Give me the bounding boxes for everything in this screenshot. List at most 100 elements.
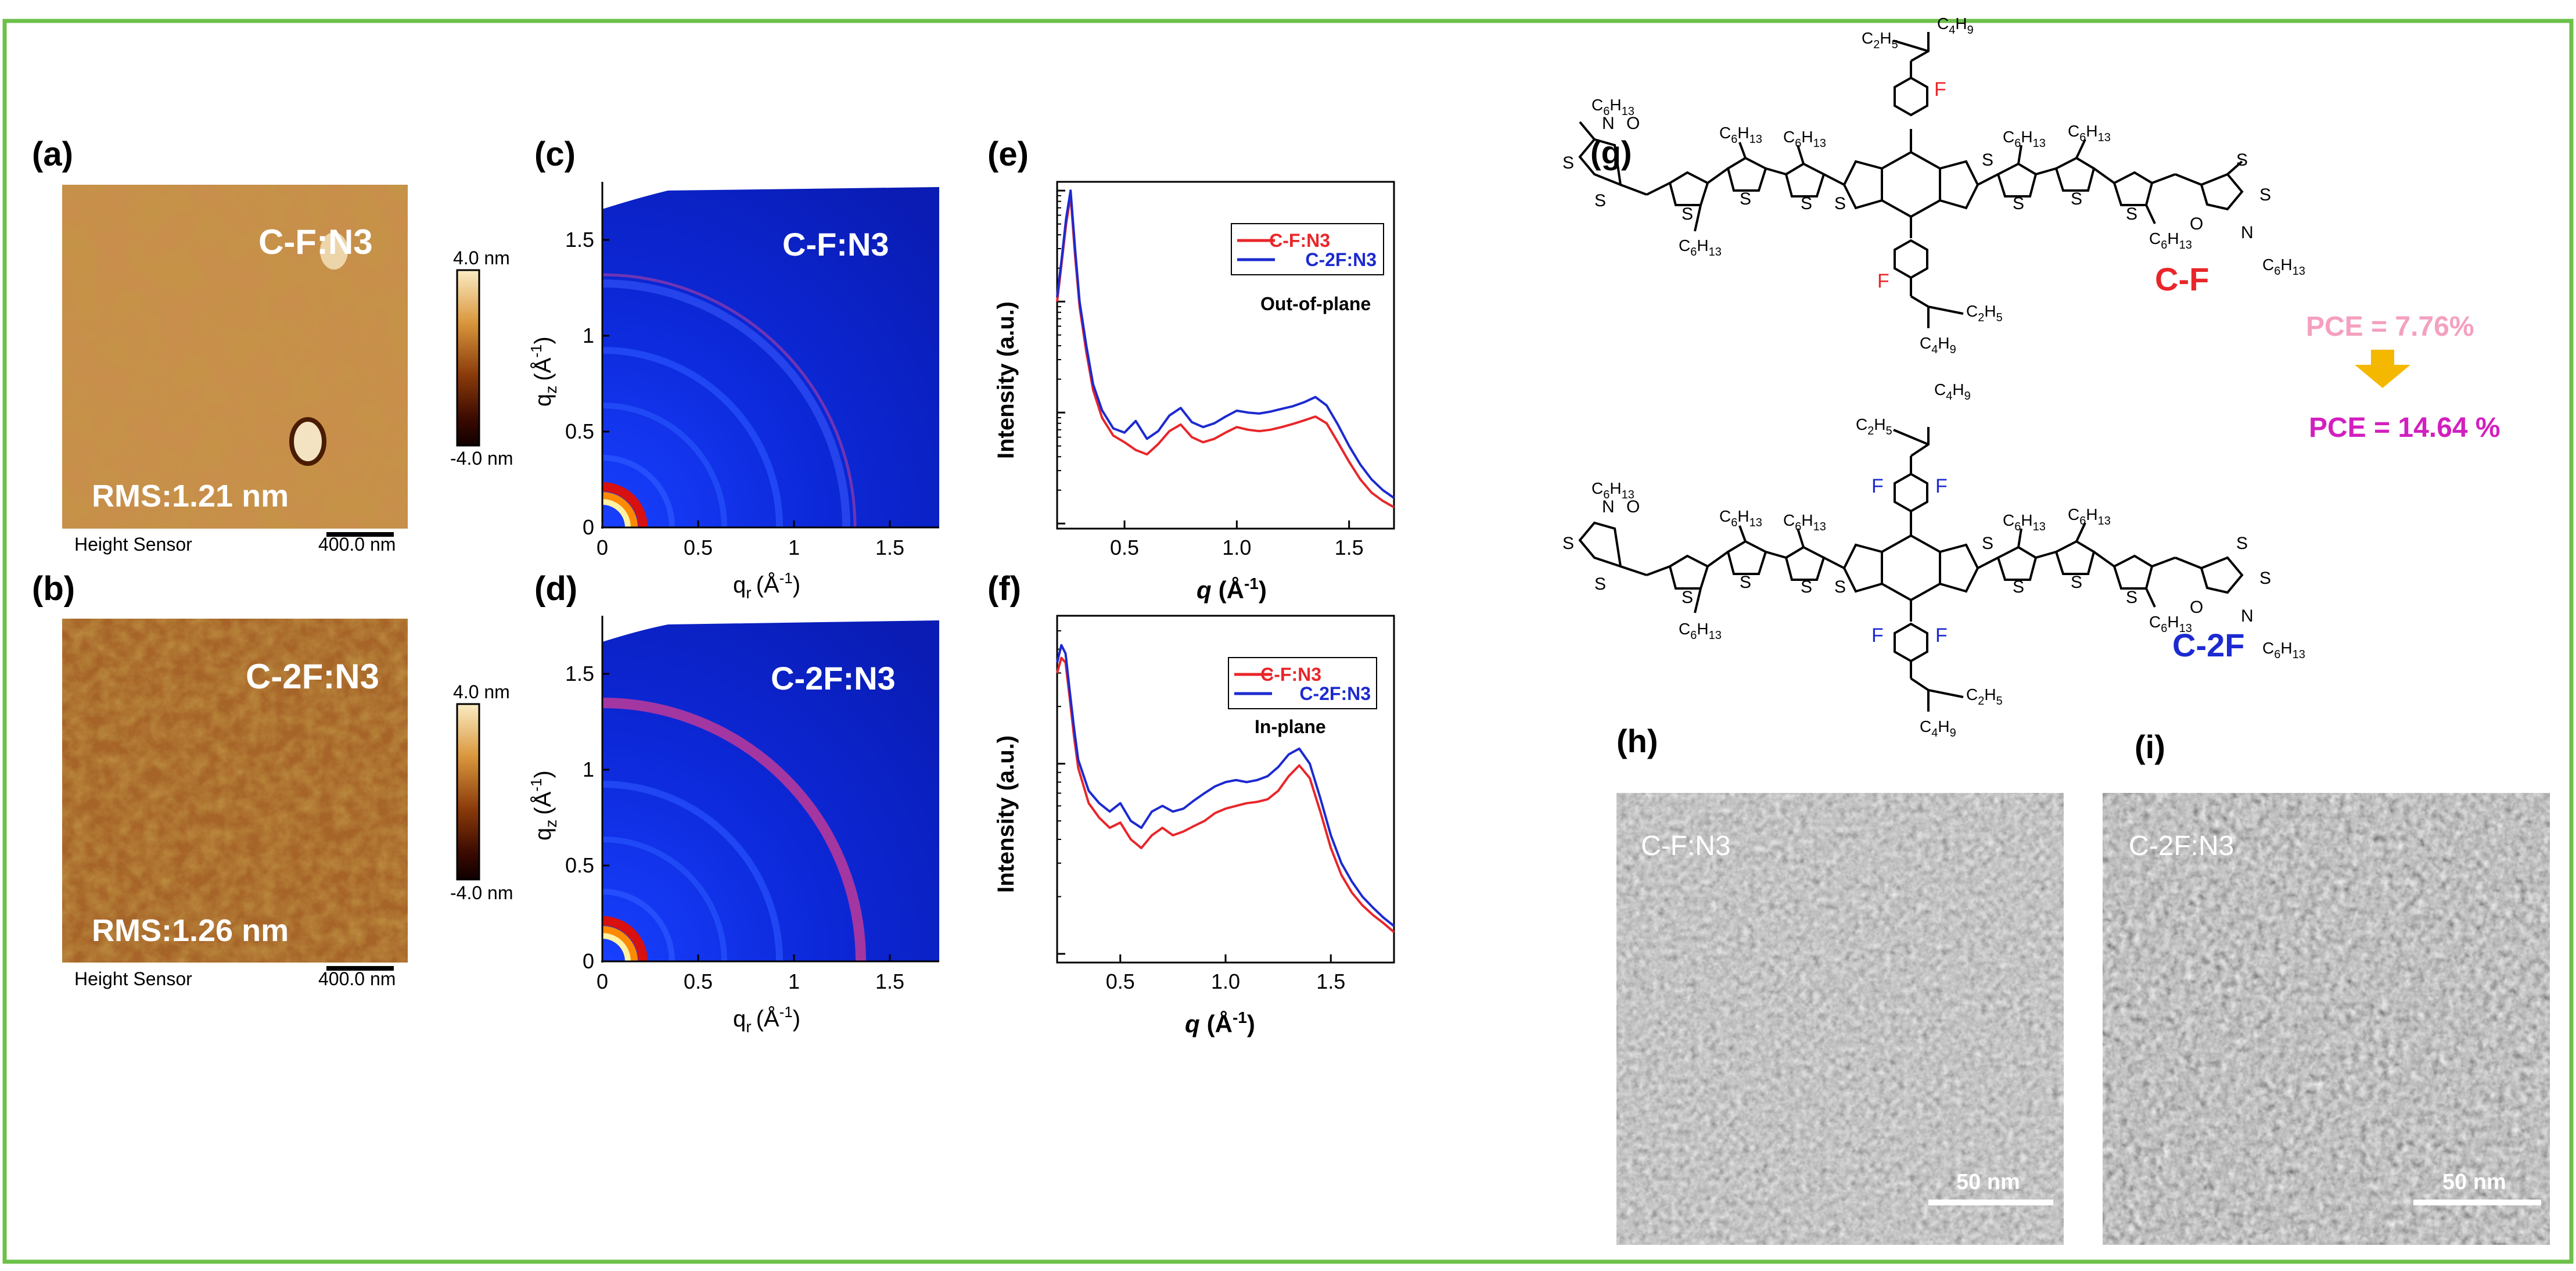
giwaxs-d-sample: C-2F:N3: [771, 660, 896, 696]
svg-text:C4H9: C4H9: [1937, 15, 1974, 37]
tem-h-sample: C-F:N3: [1641, 831, 1731, 861]
svg-text:C6H13: C6H13: [2262, 256, 2305, 278]
afm-a-sensor: Height Sensor: [74, 534, 192, 555]
svg-text:S: S: [1982, 534, 1993, 553]
afm-b-colorbar: [456, 703, 480, 881]
svg-text:F: F: [1935, 624, 1948, 647]
svg-text:S: S: [2126, 588, 2137, 607]
chart-e-legend-label-1: C-2F:N3: [1305, 249, 1377, 270]
giwaxs-d-xtick-0: 0: [597, 970, 608, 993]
molecule-c-f: [1578, 32, 2244, 328]
svg-text:N: N: [2241, 223, 2254, 242]
svg-text:S: S: [1594, 575, 1606, 594]
svg-text:C4H9: C4H9: [1920, 717, 1956, 739]
afm-b-cbar-max: 4.0 nm: [453, 681, 510, 702]
svg-text:S: S: [2126, 204, 2137, 224]
giwaxs-c-xlabel: qr (Å-1): [733, 569, 800, 602]
chart-e-plot: 0.5 1.0 1.5: [1056, 189, 1395, 559]
panel-i-label: (i): [2135, 728, 2165, 765]
pce-c-f: PCE = 7.76%: [2306, 311, 2474, 342]
giwaxs-c-xtick-1: 0.5: [684, 536, 713, 559]
svg-text:C6H13: C6H13: [1719, 507, 1762, 529]
giwaxs-c-sample: C-F:N3: [782, 226, 889, 263]
afm-a-cbar-min: -4.0 nm: [450, 448, 513, 469]
svg-text:S: S: [2071, 189, 2082, 209]
afm-a-colorbar: [456, 269, 480, 447]
afm-a-rms: RMS:1.21 nm: [92, 479, 289, 514]
giwaxs-c-ytick-2: 1: [583, 324, 594, 347]
svg-text:C6H13: C6H13: [1783, 128, 1826, 150]
svg-text:O: O: [1626, 497, 1640, 516]
svg-text:O: O: [2190, 598, 2203, 617]
giwaxs-c-ytick-1: 0.5: [565, 419, 594, 443]
chart-f-xtick-label-2: 1.5: [1316, 970, 1345, 993]
afm-image-b: [62, 619, 408, 963]
svg-text:C6H13: C6H13: [1591, 479, 1634, 501]
chart-e-series-1: [1056, 189, 1395, 499]
svg-text:S: S: [1982, 150, 1993, 170]
svg-text:F: F: [1877, 270, 1889, 292]
svg-text:C6H13: C6H13: [2003, 128, 2046, 150]
panel-a-label: (a): [32, 135, 73, 173]
afm-particle: [289, 417, 326, 466]
chart-f-xlabel: q (Å-1): [1185, 1008, 1255, 1037]
afm-image-a: [62, 185, 408, 529]
svg-text:N: N: [1602, 497, 1615, 516]
giwaxs-d-ytick-0: 0: [583, 949, 594, 973]
tem-image-h: [1616, 793, 2064, 1245]
svg-text:C6H13: C6H13: [2262, 639, 2305, 661]
pce-c-2f: PCE = 14.64 %: [2309, 412, 2500, 443]
afm-a-cbar-max: 4.0 nm: [453, 247, 510, 268]
chart-f-ylabel: Intensity (a.u.): [993, 735, 1019, 893]
chart-f-xtick-label-1: 1.0: [1211, 970, 1240, 993]
svg-text:C6H13: C6H13: [1783, 511, 1826, 533]
svg-text:C4H9: C4H9: [1934, 380, 1971, 403]
svg-text:C6H13: C6H13: [2068, 505, 2111, 527]
svg-text:N: N: [2241, 606, 2254, 626]
svg-text:S: S: [1801, 194, 1812, 213]
molecule-c-f-name: C-F: [2155, 261, 2209, 297]
molecule-c-f-substituents: C4H9 C2H5 C2H5 C4H9 C6H13 C6H13 C6H13 C6…: [1591, 15, 2305, 356]
giwaxs-d-xtick-2: 1: [788, 970, 800, 993]
giwaxs-c-ytick-3: 1.5: [565, 228, 594, 252]
svg-text:C6H13: C6H13: [1679, 620, 1722, 642]
afm-b-scalebar-label: 400.0 nm: [318, 968, 396, 989]
svg-text:C2H5: C2H5: [1862, 29, 1898, 51]
tem-h-scalebar-label: 50 nm: [1956, 1170, 2020, 1194]
chart-e-frame: [1056, 181, 1395, 530]
giwaxs-image-d: [602, 616, 939, 961]
giwaxs-d-ylabel: qz(Å-1): [527, 770, 560, 841]
figure-border: [2, 19, 2574, 1264]
svg-text:C6H13: C6H13: [2149, 229, 2192, 252]
molecule-c-2f-name: C-2F: [2172, 627, 2244, 663]
chart-e-xtick-label-1: 1.0: [1222, 536, 1251, 559]
chart-e-series-0: [1056, 194, 1395, 509]
molecule-c-f-atoms: S S S S S S S S S S S S N N O O F F: [1562, 78, 2271, 292]
svg-text:F: F: [1871, 624, 1884, 647]
giwaxs-c-ticks: [601, 239, 891, 529]
giwaxs-d-ticks: [601, 673, 891, 963]
afm-b-sensor: Height Sensor: [74, 968, 192, 989]
svg-text:S: S: [1562, 534, 1574, 553]
pce-arrow-icon: [2355, 350, 2410, 388]
panel-d-label: (d): [534, 570, 577, 608]
panel-e-label: (e): [987, 135, 1029, 173]
panel-b-label: (b): [32, 570, 75, 608]
svg-text:S: S: [2071, 573, 2082, 592]
afm-b-rms: RMS:1.26 nm: [92, 913, 289, 948]
svg-text:F: F: [1934, 78, 1946, 100]
chart-f-legend-label-1: C-2F:N3: [1299, 683, 1371, 704]
svg-text:S: S: [1740, 189, 1751, 209]
chart-e-xlabel: q (Å-1): [1197, 575, 1267, 604]
giwaxs-c-ylabel: qz(Å-1): [527, 336, 560, 407]
chart-e-xtick-label-2: 1.5: [1335, 536, 1364, 559]
molecule-c-2f-substituents: C4H9 C2H5 C2H5 C4H9 C6H13 C6H13 C6H13 C6…: [1591, 380, 2305, 739]
tem-image-i: [2103, 793, 2550, 1245]
panel-f-label: (f): [987, 570, 1021, 608]
giwaxs-d-ytick-2: 1: [583, 757, 594, 781]
svg-text:S: S: [1740, 573, 1751, 592]
giwaxs-d-xtick-1: 0.5: [684, 970, 713, 993]
svg-text:O: O: [2190, 214, 2203, 234]
svg-text:S: S: [1594, 191, 1606, 210]
svg-text:S: S: [2013, 194, 2024, 213]
